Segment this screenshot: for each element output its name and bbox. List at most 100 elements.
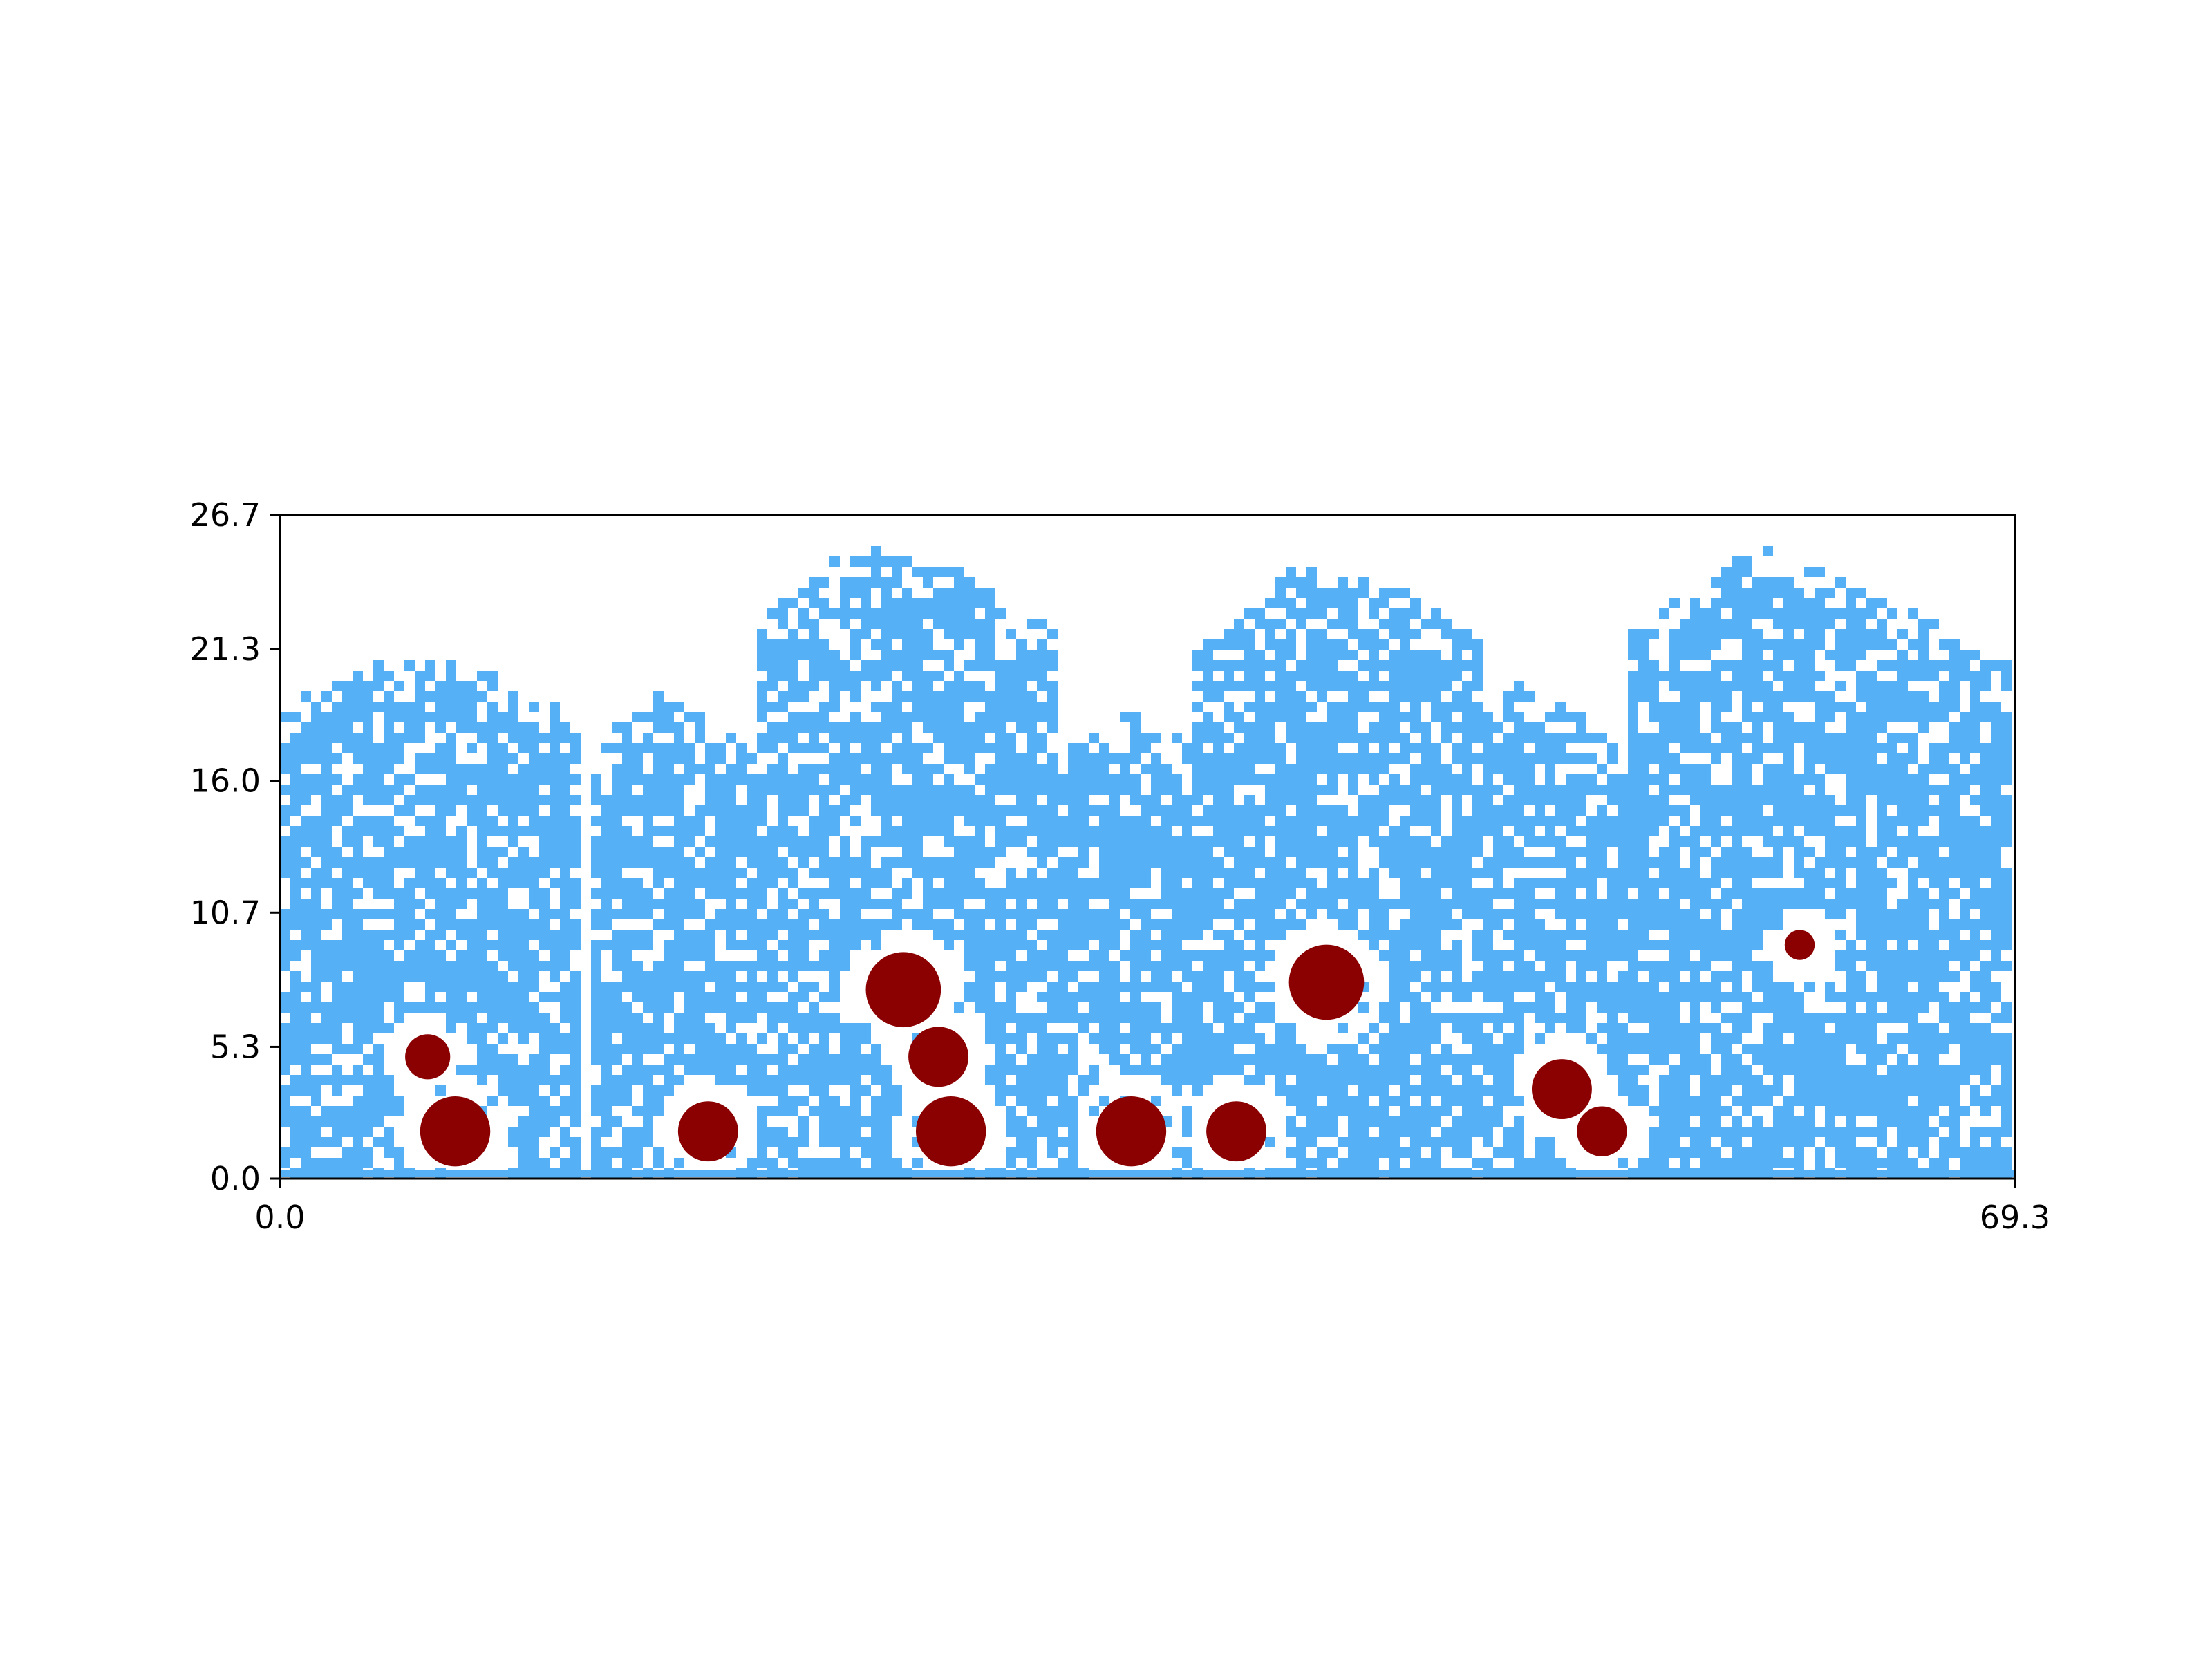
particle-cell [1586, 868, 1597, 878]
particle-cell [508, 1002, 518, 1013]
particle-cell [850, 671, 861, 681]
particle-cell [529, 878, 539, 888]
particle-cell [1514, 1116, 1524, 1127]
particle-cell [446, 805, 456, 816]
particle-cell [404, 722, 415, 733]
particle-cell [995, 1075, 1006, 1085]
particle-cell [695, 1023, 705, 1033]
particle-cell [715, 961, 726, 971]
particle-cell [788, 961, 798, 971]
particle-cell [1109, 961, 1120, 971]
particle-cell [518, 878, 529, 888]
particle-cell [881, 774, 892, 785]
particle-cell [1472, 899, 1483, 909]
particle-cell [695, 950, 705, 961]
particle-cell [1503, 816, 1514, 826]
particle-cell [1172, 836, 1182, 847]
particle-cell [529, 1075, 539, 1085]
particle-cell [809, 722, 819, 733]
particle-cell [498, 722, 508, 733]
particle-cell [1306, 629, 1317, 639]
particle-cell [1452, 878, 1462, 888]
particle-cell [1130, 1013, 1141, 1023]
particle-cell [1068, 919, 1078, 930]
particle-cell [1773, 608, 1783, 619]
particle-cell [1379, 733, 1389, 743]
particle-cell [1514, 1096, 1524, 1106]
particle-cell [1680, 836, 1690, 847]
particle-cell [477, 795, 487, 805]
particle-cell [1286, 650, 1296, 660]
particle-cell [902, 629, 912, 639]
particle-cell [881, 919, 892, 930]
particle-cell [560, 1002, 570, 1013]
particle-cell [1763, 1137, 1773, 1147]
particle-cell [508, 733, 518, 743]
particle-cell [1234, 940, 1244, 950]
particle-cell [1711, 992, 1721, 1002]
particle-cell [1742, 1002, 1752, 1013]
particle-cell [1576, 950, 1586, 961]
particle-cell [1711, 681, 1721, 691]
particle-cell [1275, 577, 1286, 588]
particle-cell [1120, 857, 1130, 868]
particle-cell [757, 961, 767, 971]
particle-cell [1296, 619, 1306, 629]
particle-cell [1130, 940, 1141, 950]
particle-cell [518, 785, 529, 795]
particle-cell [809, 1106, 819, 1116]
particle-cell [1068, 1137, 1078, 1147]
particle-cell [798, 639, 809, 650]
particle-cell [1027, 743, 1037, 753]
particle-cell [477, 1044, 487, 1054]
particle-cell [1078, 753, 1089, 764]
particle-cell [1649, 992, 1659, 1002]
particle-cell [1058, 785, 1068, 795]
particle-cell [1068, 1147, 1078, 1158]
particle-cell [788, 868, 798, 878]
particle-cell [1379, 619, 1389, 629]
particle-cell [809, 577, 819, 588]
particle-cell [1535, 919, 1545, 930]
particle-cell [290, 909, 301, 919]
particle-cell [560, 795, 570, 805]
particle-cell [1286, 836, 1296, 847]
particle-cell [1680, 961, 1690, 971]
particle-cell [1742, 567, 1752, 577]
particle-cell [819, 1158, 830, 1168]
particle-cell [674, 836, 684, 847]
particle-cell [1462, 982, 1472, 992]
particle-cell [477, 1002, 487, 1013]
particle-cell [342, 909, 353, 919]
particle-cell [1431, 1137, 1441, 1147]
particle-cell [1752, 940, 1763, 950]
particle-cell [1255, 836, 1265, 847]
particle-cell [301, 1065, 311, 1075]
particle-cell [1213, 681, 1224, 691]
particle-cell [1224, 836, 1234, 847]
particle-cell [1120, 753, 1130, 764]
particle-cell [290, 1002, 301, 1013]
particle-cell [1410, 598, 1421, 608]
particle-cell [1555, 785, 1566, 795]
particle-cell [788, 836, 798, 847]
particle-cell [1027, 774, 1037, 785]
particle-cell [1369, 702, 1379, 712]
particle-cell [1109, 971, 1120, 982]
particle-cell [1493, 868, 1503, 878]
particle-cell [1659, 1158, 1669, 1168]
particle-cell [529, 868, 539, 878]
particle-cell [1732, 608, 1742, 619]
particle-cell [1379, 836, 1389, 847]
particle-cell [1192, 774, 1203, 785]
particle-cell [757, 878, 767, 888]
particle-cell [1109, 888, 1120, 899]
particle-cell [1721, 598, 1732, 608]
particle-cell [1618, 1044, 1628, 1054]
particle-cell [1058, 795, 1068, 805]
particle-cell [1265, 712, 1275, 722]
particle-cell [850, 899, 861, 909]
particle-cell [342, 785, 353, 795]
particle-cell [1296, 1096, 1306, 1106]
particle-cell [1503, 836, 1514, 847]
